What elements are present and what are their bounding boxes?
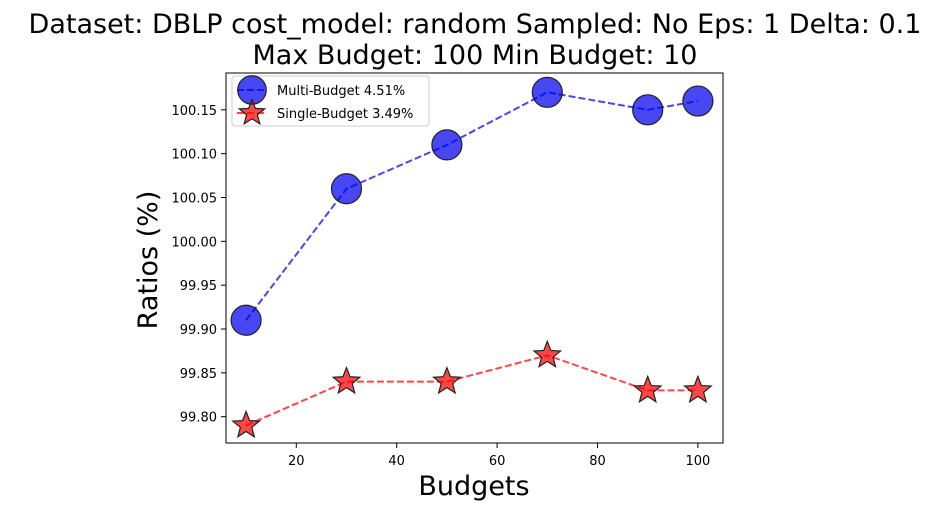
series-1-point-2 [431, 365, 462, 395]
legend-marker-1 [237, 98, 267, 126]
series-1-point-0 [231, 409, 261, 439]
y-tick-label-4: 100.00 [172, 235, 218, 250]
y-tick-label-3: 99.95 [180, 279, 217, 294]
axes-frame [225, 72, 724, 444]
legend: Multi-Budget 4.51% Single-Budget 3.49% [231, 75, 430, 127]
x-axis-ticks: 20 40 60 80 100 [288, 443, 710, 469]
y-axis-label: Ratios (%) [133, 191, 164, 330]
plot-area [230, 76, 714, 439]
series-0-point-3 [531, 76, 563, 108]
series-0-point-4 [632, 94, 664, 126]
legend-label-0: Multi-Budget 4.51% [277, 84, 405, 99]
y-tick-label-1: 99.85 [180, 367, 217, 382]
series-1-point-5 [682, 374, 713, 404]
chart-title-line2: Max Budget: 100 Min Budget: 10 [253, 40, 698, 71]
x-tick-label-0: 20 [288, 454, 305, 469]
y-tick-label-0: 99.80 [180, 411, 217, 426]
x-tick-label-1: 40 [388, 454, 405, 469]
series-0-point-1 [330, 173, 363, 205]
legend-entries: Multi-Budget 4.51% Single-Budget 3.49% [237, 75, 413, 126]
series-0-point-0 [230, 304, 262, 336]
y-axis-ticks: 99.80 99.85 99.90 99.95 100.00 100.05 100.10 10… [172, 104, 226, 426]
x-tick-label-4: 100 [685, 454, 710, 469]
series-1-point-3 [532, 339, 563, 369]
x-axis-label: Budgets [418, 471, 529, 502]
y-tick-label-5: 100.05 [172, 192, 218, 207]
series-1-point-4 [632, 374, 663, 404]
legend-box [231, 75, 430, 127]
series-0-point-5 [682, 85, 714, 117]
series-line-1 [245, 354, 698, 427]
series-0-point-2 [431, 129, 463, 161]
legend-label-1: Single-Budget 3.49% [277, 107, 413, 122]
x-tick-label-3: 80 [589, 454, 606, 469]
chart-title-line1: Dataset: DBLP cost_model: random Sampled… [29, 9, 922, 40]
y-tick-label-6: 100.10 [172, 148, 218, 163]
series-1-point-1 [331, 365, 362, 395]
x-tick-label-2: 60 [489, 454, 506, 469]
y-tick-label-7: 100.15 [172, 104, 218, 119]
series-line-0 [245, 91, 699, 321]
y-tick-label-2: 99.90 [180, 323, 217, 338]
